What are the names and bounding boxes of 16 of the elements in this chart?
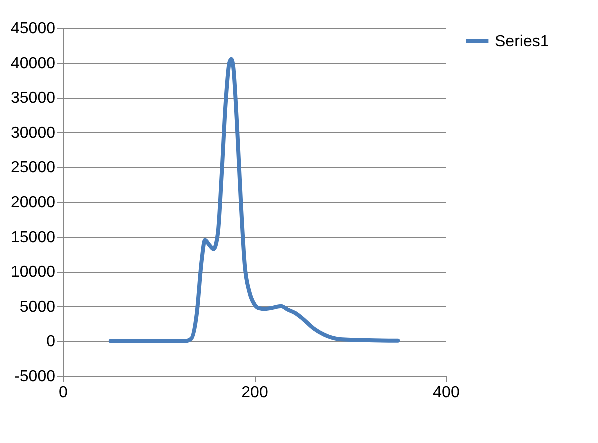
y-tick-label: 45000 xyxy=(11,20,56,38)
y-tick-label: -5000 xyxy=(14,368,56,386)
y-tick-label: 0 xyxy=(46,334,56,351)
y-tick-label: 15000 xyxy=(11,229,56,246)
y-tick-label: 25000 xyxy=(11,160,56,177)
y-tick-label: 5000 xyxy=(20,298,56,316)
y-tick-label: 35000 xyxy=(11,90,56,108)
y-tick-label: 10000 xyxy=(11,264,56,282)
y-tick-label: 20000 xyxy=(11,194,56,212)
legend-label: Series1 xyxy=(495,34,550,50)
line-series xyxy=(108,57,400,344)
y-tick-label: 30000 xyxy=(11,124,56,142)
x-tick-label: 0 xyxy=(59,384,68,402)
x-tick-label: 400 xyxy=(433,384,460,402)
y-tick-label: 40000 xyxy=(11,55,56,72)
x-tick-label: 200 xyxy=(242,384,268,402)
